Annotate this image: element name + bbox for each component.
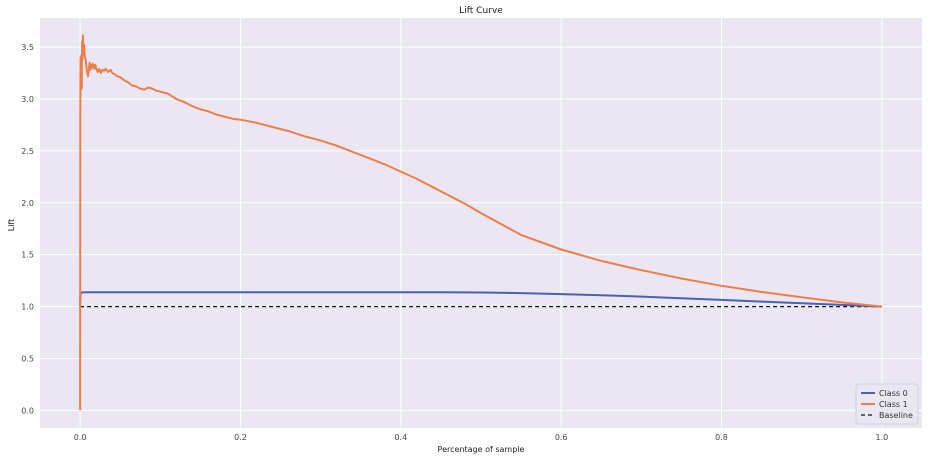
grid-lines — [40, 18, 922, 428]
y-tick-label: 1.0 — [21, 303, 34, 312]
chart-title: Lift Curve — [459, 6, 503, 16]
series-lines — [79, 34, 883, 411]
y-tick-labels: 0.0 0.5 1.0 1.5 2.0 2.5 3.0 3.5 — [21, 43, 34, 415]
y-tick-label: 0.0 — [21, 406, 34, 415]
y-tick-label: 0.5 — [21, 354, 34, 363]
y-tick-label: 2.0 — [21, 199, 34, 208]
y-axis-label: Lift — [7, 219, 16, 232]
x-tick-label: 0.2 — [234, 433, 247, 442]
plot-area — [40, 18, 922, 428]
legend: Class 0 Class 1 Baseline — [855, 383, 919, 425]
x-tick-label: 0.4 — [394, 433, 407, 442]
x-tick-labels: 0.0 0.2 0.4 0.6 0.8 1.0 — [74, 433, 889, 442]
x-axis-label: Percentage of sample — [438, 445, 525, 454]
x-tick-label: 0.8 — [715, 433, 728, 442]
y-tick-label: 1.5 — [21, 251, 34, 260]
legend-entry: Class 0 — [879, 389, 908, 398]
y-tick-label: 3.0 — [21, 95, 34, 104]
x-tick-label: 0.6 — [555, 433, 568, 442]
legend-entry: Baseline — [879, 411, 913, 420]
x-tick-label: 0.0 — [74, 433, 87, 442]
series-line-class-1 — [79, 34, 883, 411]
x-tick-label: 1.0 — [876, 433, 889, 442]
series-line-class-0 — [79, 291, 882, 308]
y-tick-label: 3.5 — [21, 43, 34, 52]
legend-entry: Class 1 — [879, 400, 908, 409]
y-tick-label: 2.5 — [21, 147, 34, 156]
